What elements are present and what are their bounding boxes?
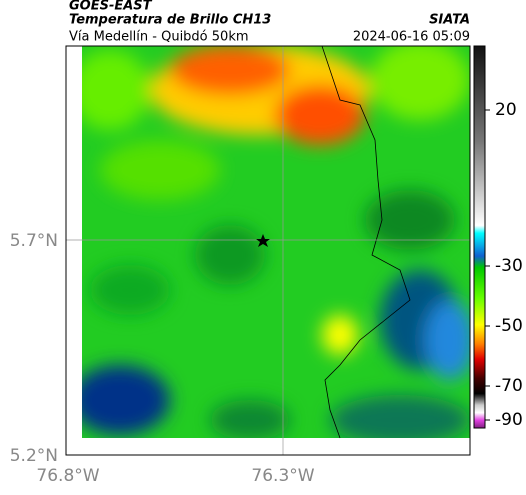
colorbar-ticks: 20 -30 -50 -70 -90 <box>485 100 523 430</box>
colorbar-tick-label: -30 <box>495 256 523 276</box>
colorbar-tick-label: -50 <box>495 316 523 336</box>
colorbar <box>473 45 486 429</box>
source: SIATA <box>429 13 470 28</box>
lat-label: 5.2°N <box>10 446 58 466</box>
colorbar-tick-label: -70 <box>495 376 523 396</box>
lon-label: 76.8°W <box>36 466 99 486</box>
region: Vía Medellín - Quibdó 50km <box>69 30 249 45</box>
brightness-field <box>82 46 470 438</box>
lat-label: 5.7°N <box>10 231 58 251</box>
satellite: GOES-EAST <box>69 0 153 14</box>
station-marker <box>256 234 270 247</box>
border <box>321 45 411 439</box>
lon-label: 76.3°W <box>251 466 314 486</box>
product: Temperatura de Brillo CH13 <box>69 13 271 28</box>
colorbar-tick-label: 20 <box>495 100 517 120</box>
colorbar-tick-label: -90 <box>495 410 523 430</box>
map-frame <box>65 45 471 456</box>
datetime: 2024-06-16 05:09 <box>353 30 470 45</box>
